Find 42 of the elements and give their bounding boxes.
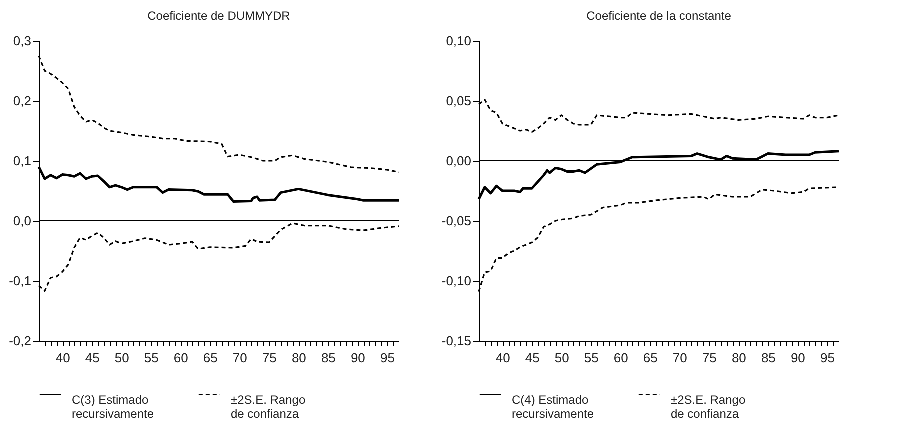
y-tick-label: -0,1 <box>9 274 32 288</box>
x-tick-label: 40 <box>56 350 70 366</box>
x-tick-label: 55 <box>144 350 159 366</box>
x-tick-label: 45 <box>85 350 100 366</box>
y-tick-label: -0,05 <box>442 214 472 228</box>
chart-title: Coeficiente de la constante <box>586 9 732 23</box>
x-tick-label: 95 <box>820 350 835 366</box>
x-tick-label: 80 <box>292 350 306 366</box>
y-tick-label: 0,3 <box>13 34 32 48</box>
x-tick-label: 55 <box>584 350 599 366</box>
x-tick-label: 50 <box>554 350 570 366</box>
y-tick-label: -0,10 <box>442 274 472 288</box>
x-tick-label: 60 <box>174 350 188 366</box>
x-tick-label: 65 <box>643 350 658 366</box>
chart-title: Coeficiente de DUMMYDR <box>148 9 291 23</box>
x-tick-label: 90 <box>350 350 366 366</box>
legend-label: C(4) Estimado recursivamente <box>512 392 594 421</box>
x-tick-label: 70 <box>232 350 248 366</box>
x-tick-label: 50 <box>114 350 130 366</box>
x-tick-label: 85 <box>761 350 776 366</box>
x-tick-label: 75 <box>262 350 277 366</box>
legend-label: ±2S.E. Rango de confianza <box>671 392 746 421</box>
y-tick-label: 0,05 <box>446 94 472 108</box>
y-tick-label: 0,10 <box>446 34 472 48</box>
y-tick-label: 0,2 <box>13 94 32 108</box>
y-tick-label: 0,0 <box>13 214 32 228</box>
y-tick-label: 0,00 <box>446 154 472 168</box>
legend-label: ±2S.E. Rango de confianza <box>231 392 306 421</box>
x-tick-label: 45 <box>525 350 540 366</box>
legend-label: C(3) Estimado recursivamente <box>72 392 154 421</box>
x-tick-label: 65 <box>203 350 218 366</box>
x-tick-label: 70 <box>672 350 688 366</box>
x-tick-label: 60 <box>614 350 628 366</box>
x-tick-label: 90 <box>790 350 806 366</box>
x-tick-label: 95 <box>380 350 395 366</box>
x-tick-label: 75 <box>702 350 717 366</box>
y-tick-label: 0,1 <box>13 154 32 168</box>
y-tick-label: -0,2 <box>9 334 32 348</box>
y-tick-label: -0,15 <box>442 334 472 348</box>
x-tick-label: 40 <box>496 350 510 366</box>
x-tick-label: 85 <box>321 350 336 366</box>
x-tick-label: 80 <box>732 350 746 366</box>
